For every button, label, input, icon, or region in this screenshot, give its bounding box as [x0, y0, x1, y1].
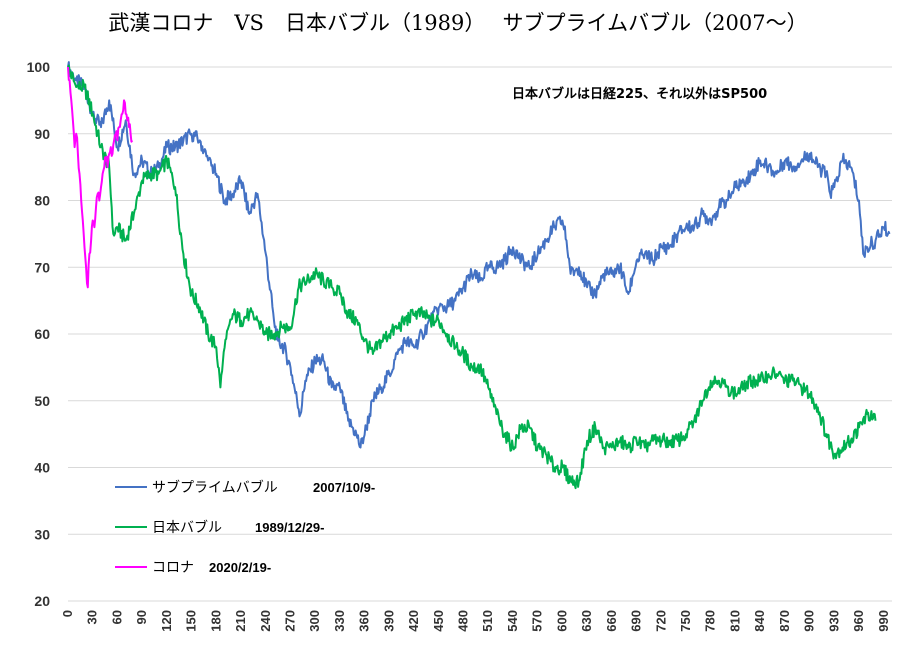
x-tick-label: 330	[332, 610, 347, 632]
x-tick-label: 450	[431, 610, 446, 632]
series-line-japan	[67, 64, 877, 490]
x-tick-label: 570	[530, 610, 545, 632]
y-tick-label: 70	[34, 259, 50, 275]
y-axis-ticks: 20 30 40 50 60 70 80 90 100	[27, 59, 51, 609]
y-tick-label: 60	[34, 326, 50, 342]
legend-entry-subprime: サブプライムバブル 2007/10/9-	[115, 479, 375, 496]
y-tick-label: 100	[27, 59, 51, 75]
x-tick-label: 90	[134, 610, 149, 624]
x-tick-label: 420	[406, 610, 421, 632]
x-tick-label: 510	[480, 610, 495, 632]
x-tick-label: 630	[579, 610, 594, 632]
x-tick-label: 870	[777, 610, 792, 632]
y-tick-label: 90	[34, 126, 50, 142]
gridlines	[68, 66, 892, 602]
x-tick-label: 900	[802, 610, 817, 632]
x-tick-label: 390	[381, 610, 396, 632]
x-tick-label: 990	[876, 610, 891, 632]
x-tick-label: 120	[159, 610, 174, 632]
x-tick-label: 240	[258, 610, 273, 632]
x-tick-label: 930	[826, 610, 841, 632]
legend-entry-japan: 日本バブル 1989/12/29-	[115, 519, 324, 536]
legend-label-corona: コロナ	[152, 560, 194, 576]
chart-annotation: 日本バブルは日経225、それ以外はSP500	[512, 86, 767, 102]
x-tick-label: 0	[60, 610, 75, 617]
x-tick-label: 270	[282, 610, 297, 632]
y-tick-label: 50	[34, 393, 50, 409]
x-tick-label: 150	[184, 610, 199, 632]
y-tick-label: 40	[34, 460, 50, 476]
y-tick-label: 80	[34, 193, 50, 209]
x-tick-label: 750	[678, 610, 693, 632]
x-tick-label: 960	[851, 610, 866, 632]
x-tick-label: 360	[357, 610, 372, 632]
x-tick-label: 690	[629, 610, 644, 632]
chart-title: 武漢コロナ VS 日本バブル（1989） サブプライムバブル（2007～）	[108, 11, 807, 35]
x-tick-label: 840	[752, 610, 767, 632]
x-tick-label: 210	[233, 610, 248, 632]
legend: サブプライムバブル 2007/10/9- 日本バブル 1989/12/29- コ…	[115, 479, 375, 576]
x-tick-label: 780	[703, 610, 718, 632]
legend-date-corona: 2020/2/19-	[209, 560, 271, 575]
x-tick-label: 180	[208, 610, 223, 632]
x-tick-label: 660	[604, 610, 619, 632]
x-tick-label: 540	[505, 610, 520, 632]
x-tick-label: 810	[727, 610, 742, 632]
x-tick-label: 480	[456, 610, 471, 632]
x-tick-label: 300	[307, 610, 322, 632]
x-axis-ticks: 0 30 60 90 120 150 180 210 240 270 300 330 360 390 420…	[60, 610, 891, 632]
legend-entry-corona: コロナ 2020/2/19-	[115, 560, 271, 576]
x-tick-label: 600	[554, 610, 569, 632]
legend-date-japan: 1989/12/29-	[255, 520, 324, 535]
x-tick-label: 30	[85, 610, 100, 624]
legend-date-subprime: 2007/10/9-	[313, 480, 375, 495]
y-tick-label: 20	[34, 593, 50, 609]
series-line-corona	[67, 66, 134, 289]
y-tick-label: 30	[34, 526, 50, 542]
series-lines	[67, 61, 891, 490]
legend-label-japan: 日本バブル	[152, 519, 222, 536]
legend-label-subprime: サブプライムバブル	[152, 479, 278, 496]
series-line-subprime	[67, 61, 891, 449]
x-tick-label: 60	[109, 610, 124, 624]
x-tick-label: 720	[653, 610, 668, 632]
